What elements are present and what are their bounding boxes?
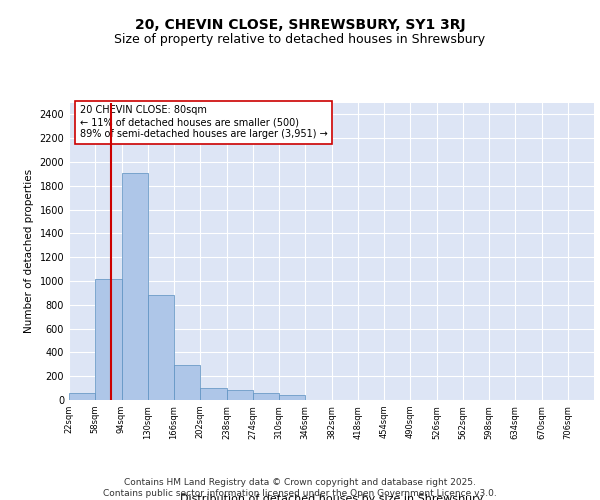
Text: Contains HM Land Registry data © Crown copyright and database right 2025.
Contai: Contains HM Land Registry data © Crown c…: [103, 478, 497, 498]
Bar: [69, 393, 95, 400]
Bar: [95, 278, 121, 400]
X-axis label: Distribution of detached houses by size in Shrewsbury: Distribution of detached houses by size …: [180, 494, 483, 500]
Bar: [148, 296, 174, 400]
Text: Size of property relative to detached houses in Shrewsbury: Size of property relative to detached ho…: [115, 32, 485, 46]
Bar: [200, 388, 227, 400]
Text: 20 CHEVIN CLOSE: 80sqm
← 11% of detached houses are smaller (500)
89% of semi-de: 20 CHEVIN CLOSE: 80sqm ← 11% of detached…: [79, 106, 327, 138]
Bar: [174, 366, 200, 400]
Bar: [253, 394, 279, 400]
Bar: [227, 390, 253, 400]
Y-axis label: Number of detached properties: Number of detached properties: [24, 169, 34, 334]
Bar: [121, 172, 148, 400]
Text: 20, CHEVIN CLOSE, SHREWSBURY, SY1 3RJ: 20, CHEVIN CLOSE, SHREWSBURY, SY1 3RJ: [134, 18, 466, 32]
Bar: [279, 394, 305, 400]
